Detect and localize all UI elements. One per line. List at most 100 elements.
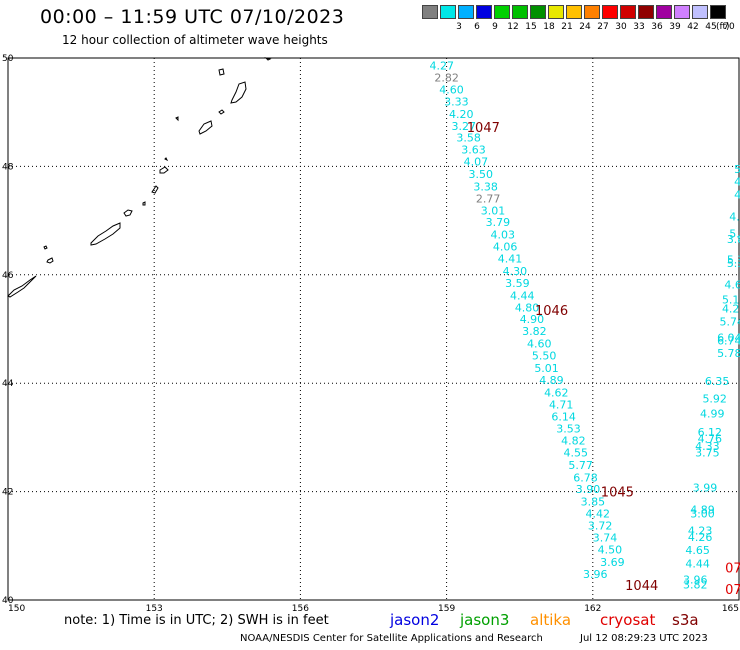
legend-bin-label: 6 <box>474 22 480 32</box>
legend-bin-label: 24 <box>579 22 591 32</box>
island-urup <box>198 120 213 135</box>
latitude-tick-label: 48 <box>2 162 14 172</box>
wave-height-value: 3.75 <box>695 447 720 460</box>
legend-swatch <box>566 5 582 19</box>
longitude-tick-label: 150 <box>8 604 25 614</box>
wave-height-value: 3.96 <box>683 573 708 586</box>
wave-height-value: 4.82 <box>561 435 586 448</box>
island-onekotan <box>123 209 133 217</box>
wave-height-value: 4.50 <box>598 544 623 557</box>
sat-label-altika: altika <box>530 611 572 629</box>
sat-label-s3a: s3a <box>672 611 699 629</box>
wave-height-value: 5.77 <box>568 459 593 472</box>
wave-height-value: 6.04 <box>717 332 740 345</box>
island-small-g <box>218 68 225 76</box>
wave-height-value: 4.44 <box>510 289 535 302</box>
generated-timestamp: Jul 12 08:29:23 UTC 2023 <box>580 633 708 644</box>
wave-height-value: 6.12 <box>698 426 723 439</box>
wave-height-value: 4.80 <box>515 301 540 314</box>
wave-height-value: 4.26 <box>688 531 713 544</box>
legend-bin-label: 30 <box>615 22 627 32</box>
legend-bin-label: 27 <box>597 22 609 32</box>
pass-number-label: 1045 <box>601 486 634 501</box>
legend-bin-label: 9 <box>492 22 498 32</box>
wave-height-value: 4.44 <box>685 558 710 571</box>
axis-tick-labels: 150 153 156 159 162 165 50 48 46 44 42 40 <box>2 54 739 614</box>
wave-height-value: 3.01 <box>481 204 506 217</box>
wave-height-value: 3.53 <box>556 423 581 436</box>
coastline <box>7 57 272 298</box>
legend-bin-label: 33 <box>633 22 645 32</box>
wave-height-value: 3.27 <box>451 120 476 133</box>
wave-height-value: 2.77 <box>476 192 501 205</box>
wave-height-value: 6.74 <box>717 334 740 347</box>
legend-swatch <box>512 5 528 19</box>
legend-bin-label: 39 <box>669 22 681 32</box>
island-small-f <box>218 109 225 115</box>
wave-height-value: 4.99 <box>700 408 725 421</box>
wave-height-value: 4.60 <box>439 83 464 96</box>
wave-height-value: 4.23 <box>688 525 713 538</box>
wave-height-value: 4.41 <box>498 253 523 266</box>
wave-height-value: 5.92 <box>702 392 727 405</box>
wave-height-value: 4.03 <box>490 229 514 242</box>
coastline-kamchatka <box>7 275 37 298</box>
legend-bin-label: 45 <box>705 22 717 32</box>
wave-height-value: 4.27 <box>430 60 455 73</box>
island-small-h <box>264 57 272 61</box>
wave-height-value: 3.74 <box>593 532 618 545</box>
pass-number-label: 1046 <box>535 304 568 319</box>
wave-height-value: 4.55 <box>564 447 589 460</box>
wave-height-value: 5.3 <box>727 254 740 267</box>
wave-height-value: 5. <box>729 228 740 241</box>
map-subtitle: 12 hour collection of altimeter wave hei… <box>62 33 328 47</box>
wave-height-value: 4.71 <box>549 398 574 411</box>
pass-number-labels: 1047 1046 1045 1044 07 07 <box>467 121 740 598</box>
wave-height-value: 4.6 <box>724 279 740 292</box>
legend-swatch <box>458 5 474 19</box>
wave-height-value: 3.72 <box>588 520 613 533</box>
wave-height-value: 4.06 <box>493 241 518 254</box>
footer-credit: NOAA/NESDIS Center for Satellite Applica… <box>240 633 543 644</box>
wave-height-value: 3.33 <box>444 95 469 108</box>
wave-height-value: 4.07 <box>464 156 489 169</box>
wave-height-value: 4.20 <box>449 108 474 121</box>
map-title: 00:00 – 11:59 UTC 07/10/2023 <box>40 6 345 28</box>
sat-label-jason2: jason2 <box>390 611 440 629</box>
wave-height-value: 3.38 <box>473 180 498 193</box>
wave-height-value: 5 <box>734 163 740 176</box>
map-frame <box>7 57 740 601</box>
legend-bin-label: 36 <box>651 22 663 32</box>
island-small-e <box>175 116 179 122</box>
wave-height-value: 3.58 <box>456 132 481 145</box>
latitude-tick-label: 46 <box>2 271 14 281</box>
legend-swatch <box>530 5 546 19</box>
island-small-b <box>46 257 54 264</box>
island-paramushir <box>90 222 121 246</box>
legend-swatch <box>674 5 690 19</box>
legend-swatch <box>638 5 654 19</box>
island-small-c <box>142 201 146 206</box>
longitude-tick-label: 156 <box>292 604 309 614</box>
wave-height-value: 2.82 <box>434 72 459 85</box>
wave-height-value: 4.90 <box>520 313 545 326</box>
legend-swatch <box>476 5 492 19</box>
sat-label-cryosat: cryosat <box>600 611 656 629</box>
longitude-tick-label: 153 <box>146 604 163 614</box>
island-shiashkotan <box>151 185 159 194</box>
wave-height-value: 3.90 <box>576 483 601 496</box>
wave-height-value: 4 <box>734 189 740 202</box>
wave-height-value: 3.50 <box>469 168 494 181</box>
island-ketoy <box>159 166 169 174</box>
legend-swatch <box>656 5 672 19</box>
wave-height-value: 3.82 <box>522 325 547 338</box>
wave-height-value: 4.76 <box>698 432 723 445</box>
legend-swatch <box>692 5 708 19</box>
island-small-a <box>43 245 48 250</box>
wave-height-value: 5.3 <box>727 257 740 270</box>
wave-height-value: 5.74 <box>720 315 740 328</box>
island-small-d <box>164 157 169 162</box>
sat-label-jason3: jason3 <box>460 611 510 629</box>
wave-height-value: 4.30 <box>503 265 527 278</box>
pass-number-label: 1044 <box>625 579 658 594</box>
